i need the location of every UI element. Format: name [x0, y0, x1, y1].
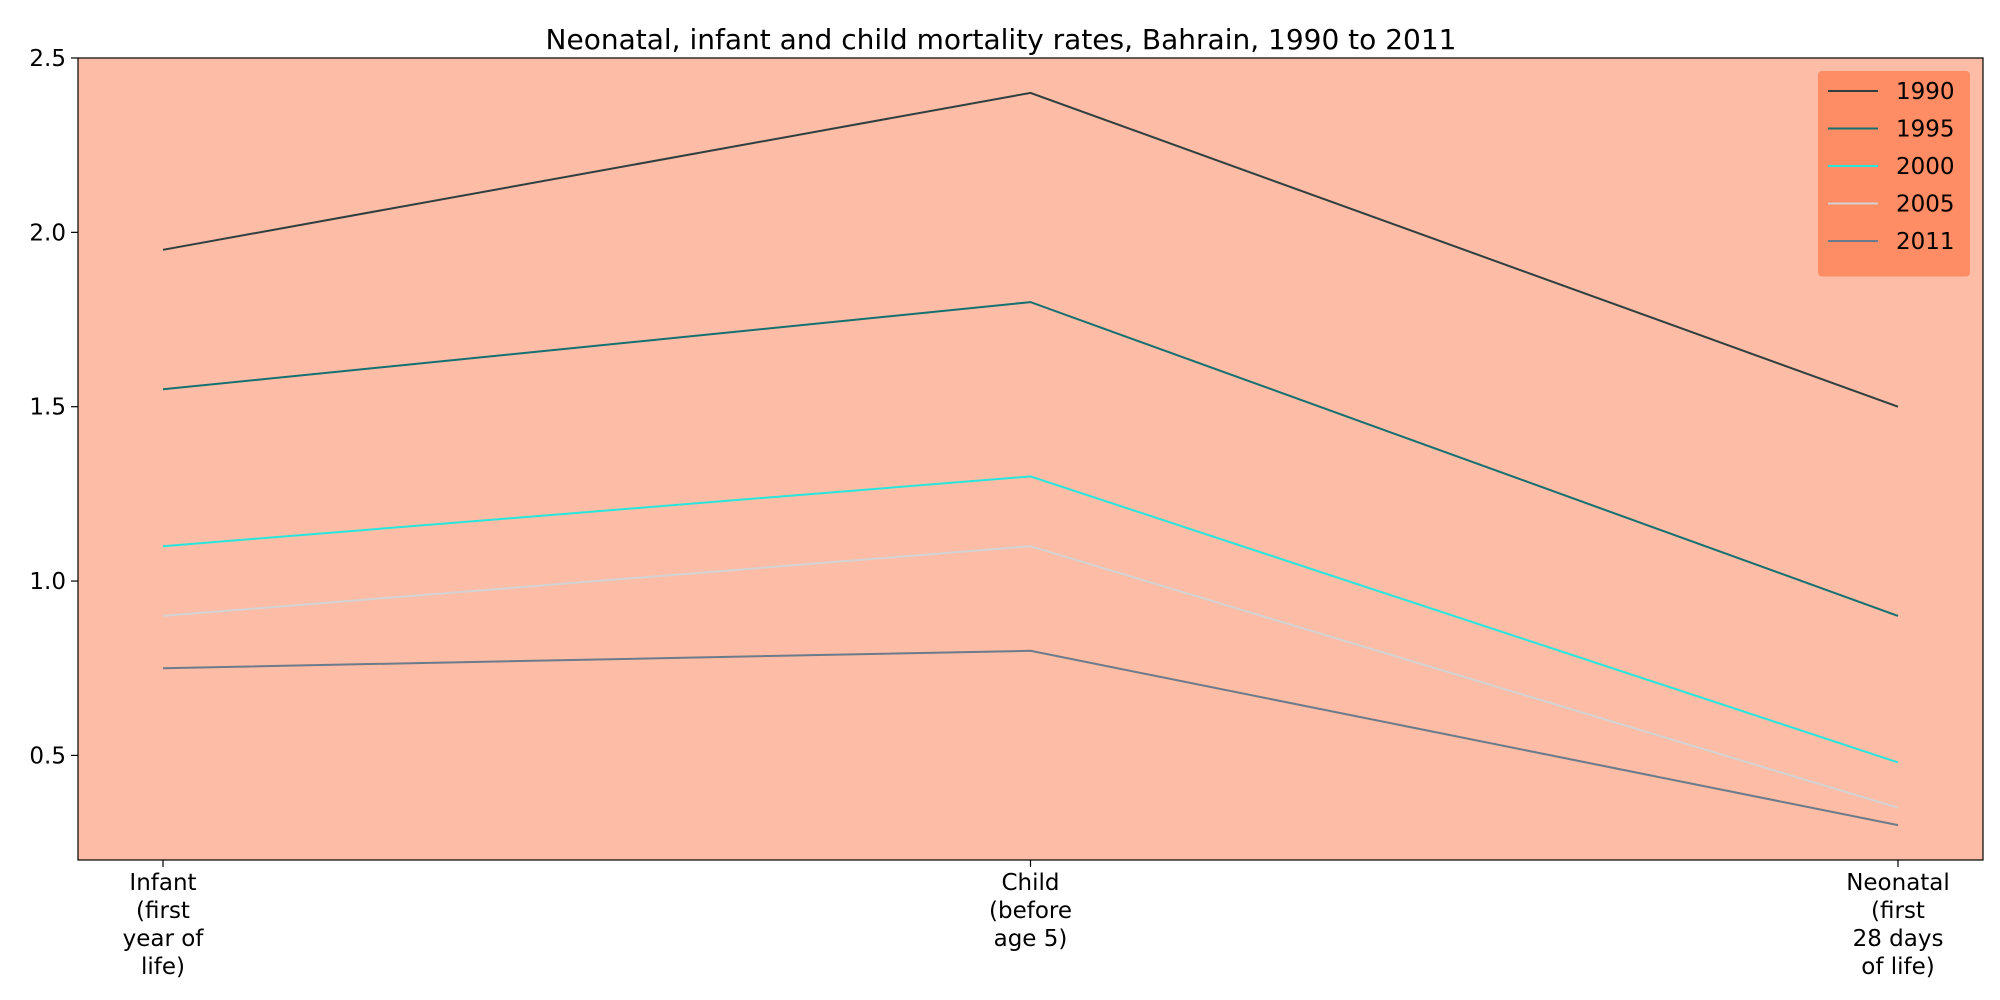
series-lines: [162, 91, 1899, 827]
series-line-2005: [162, 545, 1899, 809]
x-axis: Infant (first year of life)Child (before age …: [123, 860, 1950, 980]
legend-box: [1818, 71, 1970, 277]
legend: 1990 1995 2000 2005 2011: [1818, 71, 1970, 277]
x-tick-label-line: (before: [989, 898, 1072, 924]
x-tick-label: Infant (first year of life): [123, 870, 205, 980]
chart-title: Neonatal, infant and child mortality rat…: [546, 23, 1457, 56]
y-tick-label: 1.0: [29, 569, 66, 595]
x-tick-label-line: year of: [123, 926, 205, 952]
y-tick-label: 1.5: [29, 395, 66, 421]
x-tick-label-line: Child: [1001, 870, 1059, 896]
y-axis: 0.5 1.0 1.5 2.0 2.5: [29, 46, 78, 769]
y-tick-label: 2.5: [29, 46, 66, 72]
x-tick-label: Neonatal (first 28 days of life): [1846, 870, 1950, 980]
series-line-1990: [162, 91, 1899, 408]
legend-label-2005: 2005: [1896, 192, 1955, 218]
plot-area: [77, 57, 1984, 861]
series-line-2000: [162, 475, 1899, 764]
x-tick-label-line: of life): [1861, 954, 1934, 980]
legend-label-1990: 1990: [1896, 79, 1955, 105]
x-tick-label-line: age 5): [994, 926, 1068, 952]
series-line-2011: [162, 649, 1899, 827]
series-line-1995: [162, 301, 1899, 617]
legend-label-1995: 1995: [1896, 117, 1955, 143]
y-tick-label: 0.5: [29, 743, 66, 769]
legend-label-2011: 2011: [1896, 229, 1955, 255]
x-tick-label-line: Infant: [129, 870, 196, 896]
legend-label-2000: 2000: [1896, 154, 1955, 180]
y-tick-label: 2.0: [29, 220, 66, 246]
x-tick-label-line: 28 days: [1853, 926, 1944, 952]
x-tick-label-line: life): [141, 954, 185, 980]
x-tick-label-line: (first: [136, 898, 190, 924]
x-tick-label: Child (before age 5): [989, 870, 1072, 952]
x-tick-label-line: (first: [1871, 898, 1925, 924]
x-tick-label-line: Neonatal: [1846, 870, 1950, 896]
